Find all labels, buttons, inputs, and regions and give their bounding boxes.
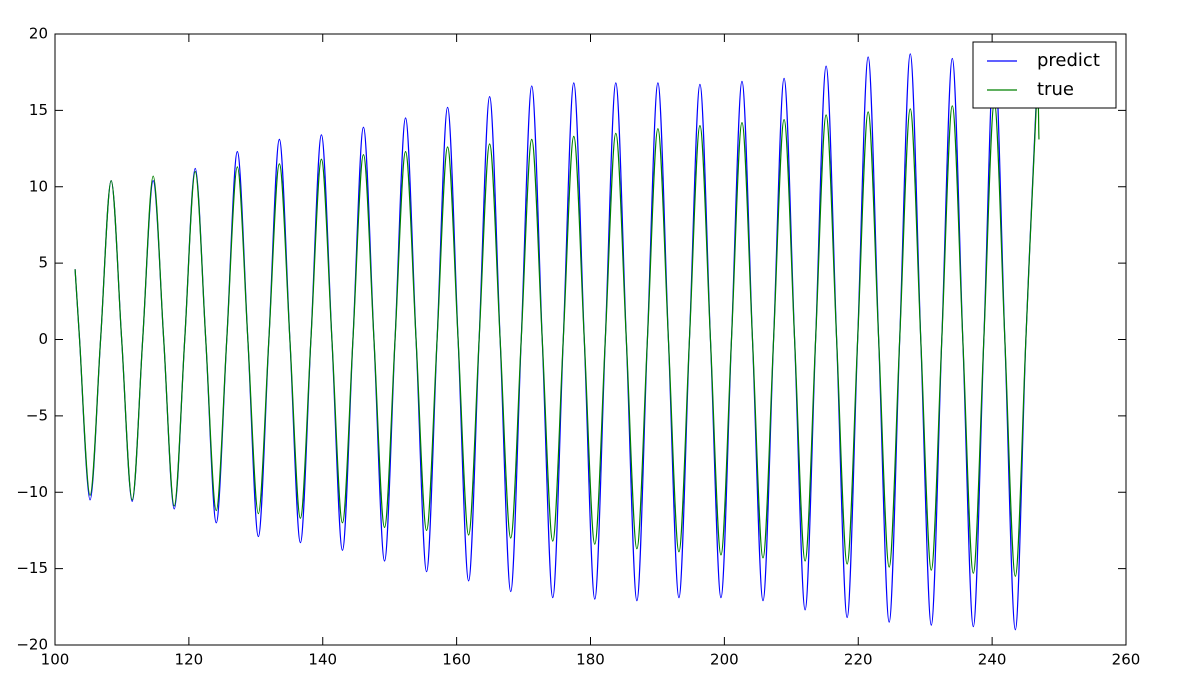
y-tick-label: 5 bbox=[38, 254, 48, 272]
x-tick-label: 200 bbox=[710, 651, 739, 669]
x-tick-label: 220 bbox=[844, 651, 873, 669]
x-tick-label: 120 bbox=[175, 651, 204, 669]
y-tick-label: 20 bbox=[29, 25, 48, 43]
x-tick-label: 260 bbox=[1112, 651, 1141, 669]
x-tick-label: 180 bbox=[576, 651, 605, 669]
legend-label: predict bbox=[1037, 50, 1100, 71]
y-tick-label: −5 bbox=[26, 406, 48, 424]
y-tick-label: 10 bbox=[29, 177, 48, 195]
legend: predict true bbox=[972, 41, 1117, 109]
y-tick-label: 0 bbox=[38, 330, 48, 348]
x-tick-label: 140 bbox=[308, 651, 337, 669]
y-tick-label: 15 bbox=[29, 101, 48, 119]
y-tick-label: −20 bbox=[16, 636, 48, 654]
legend-box bbox=[972, 41, 1117, 109]
y-tick-label: −10 bbox=[16, 483, 48, 501]
legend-label: true bbox=[1037, 79, 1074, 100]
y-tick-label: −15 bbox=[16, 559, 48, 577]
line-true bbox=[74, 92, 1040, 577]
x-tick-label: 100 bbox=[41, 651, 70, 669]
x-tick-label: 240 bbox=[978, 651, 1007, 669]
x-tick-label: 160 bbox=[442, 651, 471, 669]
